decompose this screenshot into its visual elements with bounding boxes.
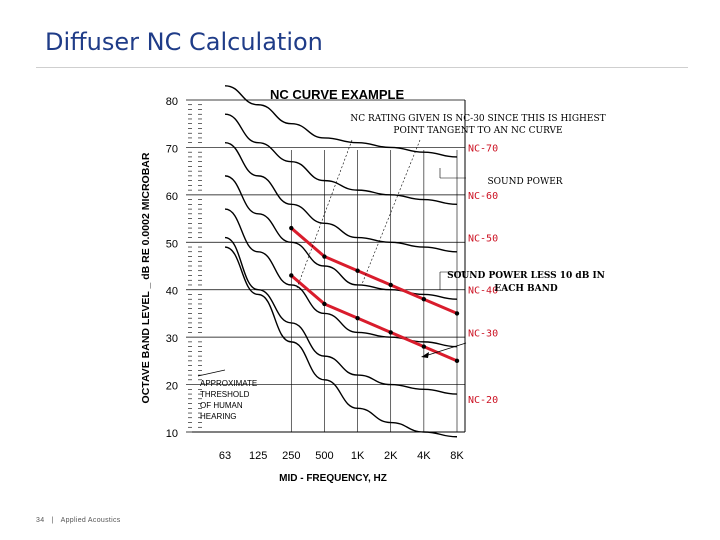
- sound-power-line: [290, 226, 458, 315]
- nc-label: NC-40: [468, 286, 498, 297]
- sound-power-point: [355, 268, 360, 273]
- y-tick-label: 40: [166, 286, 178, 298]
- nc-curve: [224, 175, 458, 300]
- nc-label: NC-70: [468, 143, 498, 154]
- nc30-pointer-arrowhead: [421, 352, 429, 358]
- sound-power-point: [388, 282, 393, 288]
- y-tick-label: 20: [166, 381, 178, 393]
- nc-curve: [224, 208, 458, 348]
- x-tick-label: 2K: [384, 450, 398, 462]
- sound-power-point: [421, 344, 427, 349]
- nc30-pointer: [424, 342, 467, 357]
- y-tick-label: 80: [166, 96, 178, 108]
- nc-label: NC-30: [468, 328, 498, 339]
- x-tick-label: 125: [249, 450, 267, 462]
- threshold-pointer: [197, 369, 226, 377]
- nc-curve: [224, 246, 458, 438]
- y-tick-label: 50: [166, 238, 178, 250]
- x-tick-label: 63: [219, 450, 231, 462]
- rating-annotation-line-1: NC RATING GIVEN IS NC-30 SINCE THIS IS H…: [350, 114, 605, 124]
- x-axis-label: MID - FREQUENCY, HZ: [279, 473, 387, 484]
- sound-power-point: [289, 273, 294, 278]
- sound-power-point: [421, 297, 427, 302]
- chart-title: NC CURVE EXAMPLE: [270, 87, 404, 102]
- y-tick-label: 30: [166, 333, 178, 345]
- y-tick-label: 60: [166, 191, 178, 203]
- title-divider: [36, 67, 688, 68]
- threshold-label-4: HEARING: [200, 412, 236, 421]
- y-tick-label: 10: [166, 428, 178, 440]
- nc-curve: [224, 85, 458, 158]
- rating-annotation-line-2: POINT TANGENT TO AN NC CURVE: [393, 126, 562, 136]
- threshold-label-1: APPROXIMATE: [200, 379, 257, 388]
- sound-power-annotation: SOUND POWER: [487, 177, 562, 187]
- nc-label: NC-50: [468, 234, 498, 245]
- sound-power-point: [322, 301, 327, 307]
- nc-label: NC-60: [468, 191, 498, 202]
- footer-text: Applied Acoustics: [60, 517, 121, 524]
- sound-power-point: [322, 254, 327, 259]
- x-tick-label: 8K: [450, 450, 464, 462]
- nc-curve: [224, 141, 458, 253]
- slide-title: Diffuser NC Calculation: [45, 28, 323, 56]
- sound-power-point: [289, 225, 294, 231]
- x-tick-label: 1K: [351, 450, 365, 462]
- footer-separator: |: [51, 517, 54, 524]
- slide-footer: 34 | Applied Acoustics: [36, 517, 121, 524]
- sound-power-point: [454, 358, 460, 364]
- threshold-label-2: THRESHOLD: [200, 390, 250, 399]
- nc-curve: [224, 236, 458, 395]
- sound-power-less-10db-line: [290, 274, 458, 363]
- footer-page-number: 34: [36, 517, 45, 524]
- sound-power-point: [355, 315, 360, 321]
- y-axis-label: OCTAVE BAND LEVEL _ dB RE 0.0002 MICROBA…: [140, 152, 152, 403]
- x-tick-label: 4K: [417, 450, 431, 462]
- y-tick-label: 70: [166, 143, 178, 155]
- sound-power-less-line-2: EACH BAND: [494, 284, 557, 294]
- threshold-label-3: OF HUMAN: [200, 401, 243, 410]
- nc-curve: [224, 113, 458, 206]
- x-tick-label: 250: [282, 450, 300, 462]
- sound-power-point: [388, 330, 393, 335]
- rating-leader-line-2: [361, 139, 421, 285]
- x-tick-label: 500: [315, 450, 333, 462]
- sound-power-point: [454, 311, 460, 316]
- sound-power-less-line-1: SOUND POWER LESS 10 dB IN: [447, 271, 605, 281]
- nc-label: NC-20: [468, 395, 498, 406]
